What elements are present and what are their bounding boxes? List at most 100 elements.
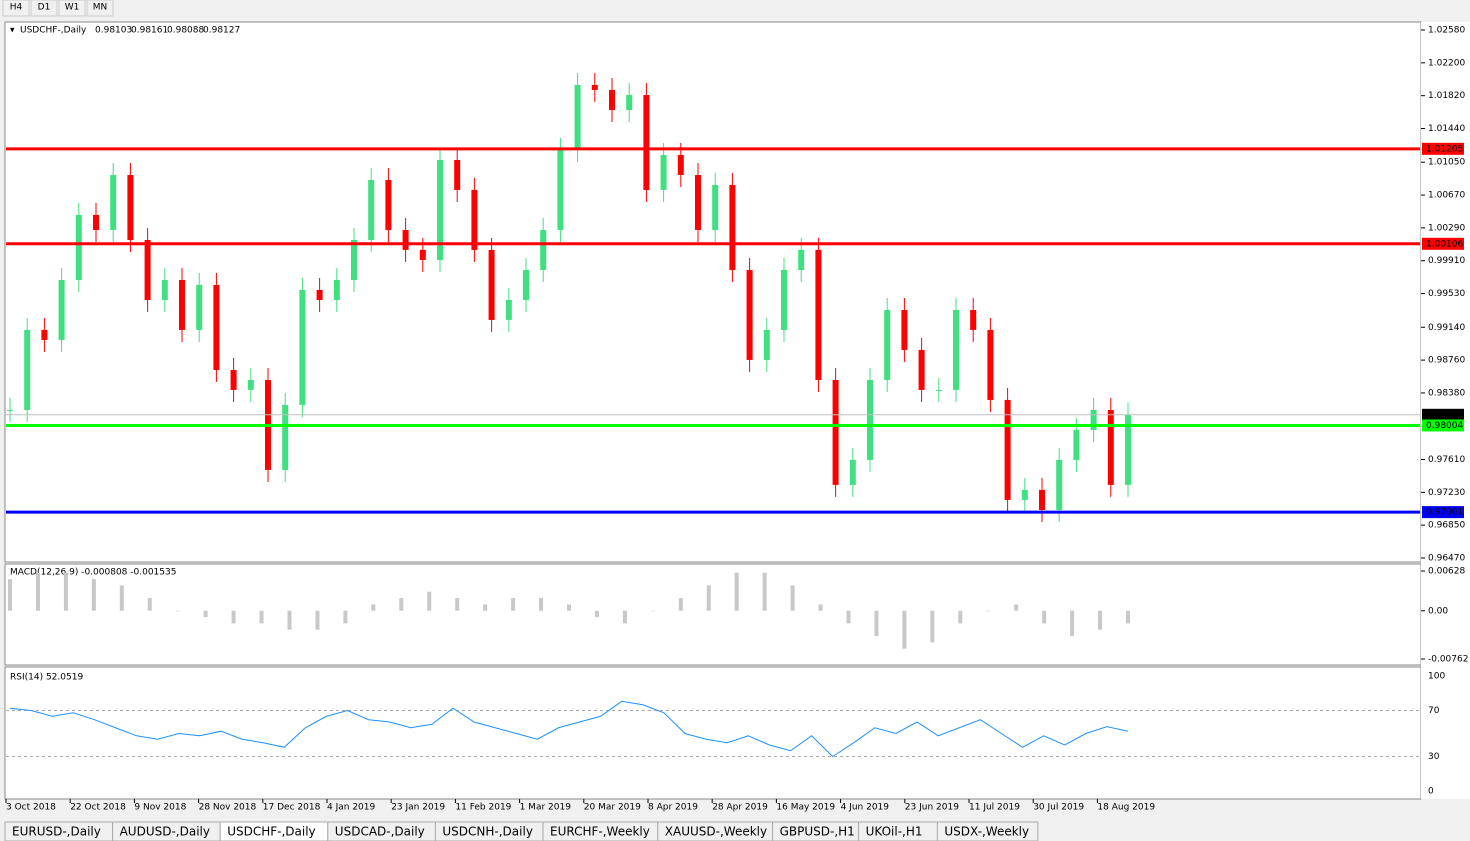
candle-body (1125, 414, 1131, 485)
tab-label: EURCHF-,Weekly (550, 825, 650, 839)
candle-body (781, 269, 787, 330)
candle-body (110, 175, 117, 230)
symbol-label: ▾ (10, 26, 15, 36)
tab-label: UKOil-,H1 (866, 825, 923, 839)
macd-bar (622, 610, 627, 624)
y-tick-label: 0.97230 (1428, 488, 1465, 498)
tab-label: AUDUSD-,Daily (120, 825, 210, 839)
toolbar-label: MN (93, 3, 108, 13)
candle-body (282, 404, 289, 470)
macd-bar (287, 610, 292, 630)
ohlc-value: 0.98088 (167, 26, 204, 36)
candle-body (970, 309, 977, 330)
candle-body (626, 94, 633, 111)
level-tag (1422, 506, 1464, 519)
y-tick-label: 1.02200 (1428, 58, 1465, 68)
candle-body (179, 280, 185, 330)
level-label: 0.98127 (1426, 410, 1463, 420)
macd-bar (1014, 604, 1019, 611)
candle-body (523, 269, 529, 300)
candle-body (1107, 409, 1114, 485)
candle-body (437, 159, 443, 260)
tab-label: XAUUSD-,Weekly (665, 825, 767, 839)
macd-bar (678, 598, 683, 611)
date-label: 11 Jul 2019 (969, 803, 1020, 813)
y-tick-label: 0.00 (1428, 606, 1448, 616)
y-tick-label: 0.99530 (1428, 289, 1465, 299)
y-tick-label: 1.01820 (1428, 91, 1465, 101)
date-label: 20 Mar 2019 (584, 803, 641, 813)
tab-label: USDCNH-,Daily (442, 825, 533, 839)
date-label: 23 Jan 2019 (391, 803, 445, 813)
y-tick-label: 0.98380 (1428, 388, 1465, 398)
macd-bar (455, 598, 460, 611)
y-tick-label: 0.00628 (1428, 567, 1465, 577)
y-tick-label: 1.00670 (1428, 191, 1465, 201)
candle-body (333, 280, 340, 300)
macd-bar (147, 598, 152, 611)
candle-body (368, 180, 375, 240)
y-tick-label: 100 (1428, 672, 1445, 682)
ohlc-value: 0.98127 (203, 26, 240, 36)
macd-bar (706, 585, 711, 611)
macd-bar (483, 604, 488, 611)
y-tick-label: 0.97610 (1428, 455, 1465, 465)
candle-body (1056, 459, 1063, 510)
y-tick-label: 0.99140 (1428, 323, 1465, 333)
candle-body (987, 329, 994, 400)
candle-body (884, 309, 891, 380)
macd-bar (63, 572, 68, 611)
tab-label: EURUSD-,Daily (12, 825, 101, 839)
macd-bar (511, 598, 516, 611)
macd-bar (175, 610, 180, 612)
level-tag (1422, 237, 1464, 250)
level-label: 0.98004 (1426, 421, 1463, 431)
candle-body (24, 329, 31, 410)
candle-body (798, 249, 805, 270)
macd-bar (427, 591, 432, 611)
y-tick-label: 0.96850 (1428, 521, 1465, 531)
candle-body (746, 269, 753, 360)
candle-body (1039, 489, 1045, 510)
candle-body (385, 180, 392, 230)
symbol: USDCHF-,Daily (20, 26, 87, 36)
candle-body (540, 229, 547, 270)
candle-body (75, 214, 82, 281)
rsi-label: RSI(14) 52.0519 (10, 673, 83, 683)
candle-body (316, 289, 323, 300)
candle-body (7, 409, 13, 411)
candle-body (488, 249, 495, 320)
y-tick-label: 0.96470 (1428, 554, 1465, 564)
macd-bar (1126, 610, 1130, 624)
macd-panel (4, 563, 1422, 666)
toolbar-label: D1 (38, 3, 51, 13)
macd-bar (119, 585, 124, 611)
tab[interactable] (936, 821, 1039, 841)
macd-bar (203, 610, 208, 618)
date-label: 9 Nov 2018 (134, 803, 186, 813)
toolbar-button[interactable] (30, 0, 58, 17)
candle-body (127, 175, 134, 240)
candle-body (695, 175, 701, 230)
rsi-panel (4, 666, 1422, 800)
macd-bar (958, 610, 963, 624)
macd-bar (762, 572, 767, 611)
candle-body (953, 309, 959, 390)
y-tick-label: 1.01440 (1428, 124, 1465, 134)
toolbar-button[interactable] (58, 0, 86, 17)
toolbar-button[interactable] (2, 0, 30, 17)
macd-bar (1098, 610, 1103, 630)
macd-bar (930, 610, 935, 643)
macd-bar (539, 598, 544, 611)
candle-body (230, 369, 237, 390)
tab-label: USDCAD-,Daily (335, 825, 425, 839)
macd-bar (91, 579, 96, 611)
ohlc-value: 0.98103 (95, 26, 132, 36)
toolbar-button[interactable] (86, 0, 114, 17)
macd-bar (986, 610, 991, 612)
macd-bar (567, 604, 571, 611)
candle-body (901, 309, 908, 350)
candle-body (1073, 429, 1080, 460)
